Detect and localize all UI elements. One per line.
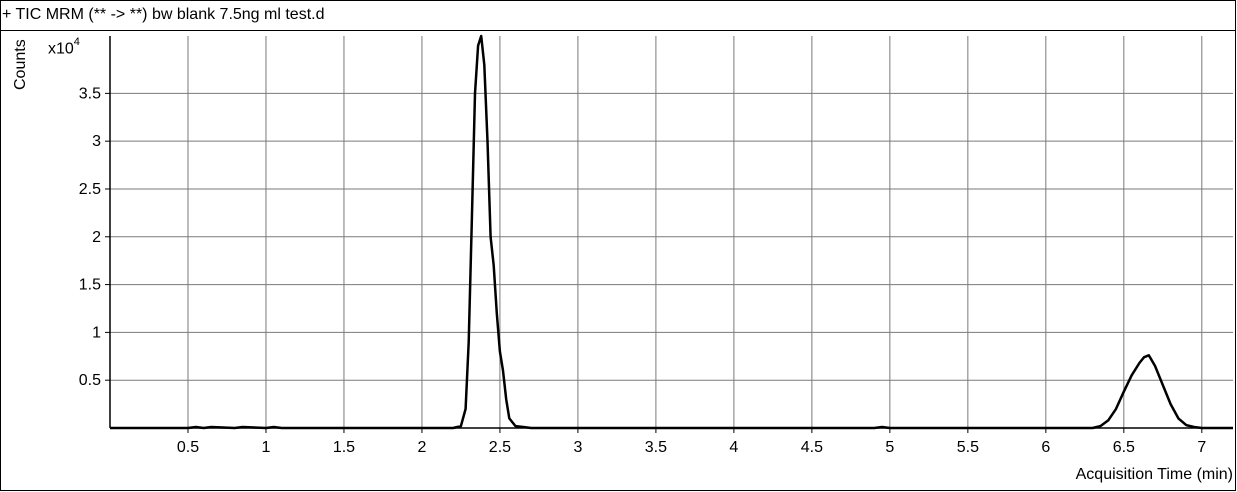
x-tick-label: 6.5 xyxy=(1113,439,1135,456)
chromatogram-trace xyxy=(110,34,1233,430)
y-tick-label: 1.5 xyxy=(79,277,101,294)
x-tick-label: 5.5 xyxy=(957,439,979,456)
x-tick-label: 1.5 xyxy=(333,439,355,456)
y-tick-label: 2 xyxy=(92,229,101,246)
chart-title: + TIC MRM (** -> **) bw blank 7.5ng ml t… xyxy=(2,6,325,23)
y-tick-label: 3.5 xyxy=(79,85,101,102)
x-axis-label: Acquisition Time (min) xyxy=(1075,466,1233,483)
y-tick-label: 3 xyxy=(92,133,101,150)
x-tick-label: 6 xyxy=(1041,439,1050,456)
x-tick-label: 2.5 xyxy=(489,439,511,456)
y-multiplier-base: x10 xyxy=(48,40,74,58)
y-tick-label: 1 xyxy=(92,324,101,341)
x-tick-label: 1 xyxy=(262,439,271,456)
x-tick-label: 7 xyxy=(1197,439,1206,456)
x-tick-label: 5 xyxy=(885,439,894,456)
x-tick-label: 0.5 xyxy=(177,439,199,456)
y-tick-label: 0.5 xyxy=(79,372,101,389)
y-axis-multiplier: x104 xyxy=(48,36,80,58)
x-tick-label: 3 xyxy=(573,439,582,456)
chart-title-bar: + TIC MRM (** -> **) bw blank 7.5ng ml t… xyxy=(0,0,1235,31)
x-tick-label: 3.5 xyxy=(645,439,667,456)
x-tick-label: 2 xyxy=(417,439,426,456)
x-tick-label: 4.5 xyxy=(801,439,823,456)
x-tick-label: 4 xyxy=(729,439,738,456)
y-multiplier-exponent: 4 xyxy=(73,36,80,48)
y-tick-label: 2.5 xyxy=(79,181,101,198)
